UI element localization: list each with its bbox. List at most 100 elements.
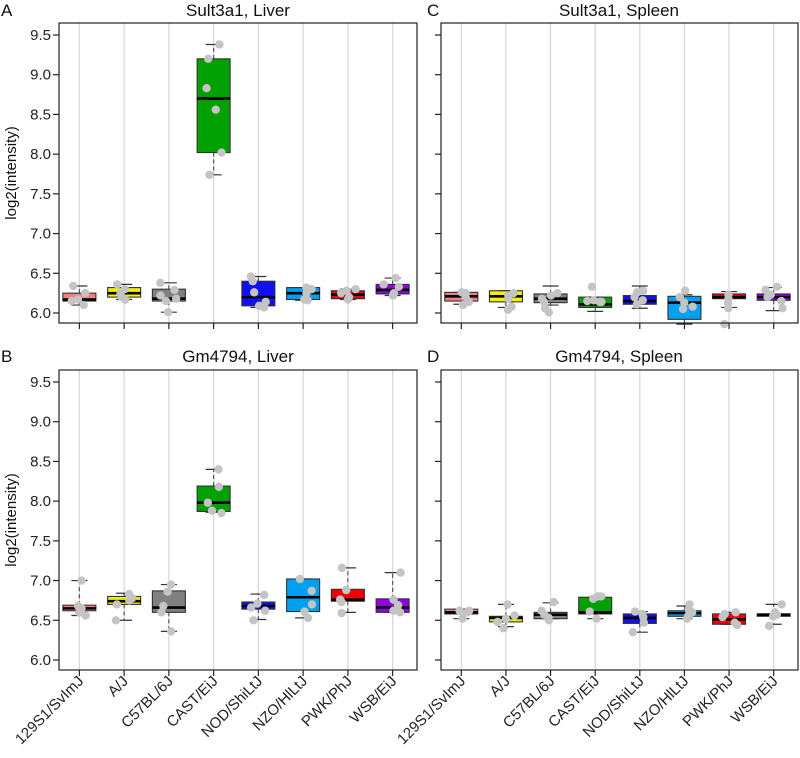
data-point (253, 599, 262, 608)
x-tick-label: 129S1/SvImJ (12, 673, 87, 748)
y-tick-label: 6.0 (30, 652, 51, 669)
y-tick-label: 7.5 (30, 186, 51, 203)
box-c57bl-6j (533, 597, 568, 625)
y-tick-label: 9.0 (30, 414, 51, 431)
panel-a: A Sult3a1, Liver log2(intensity) 6.0 6.5 7… (1, 1, 418, 329)
data-point (764, 621, 774, 631)
data-point (254, 301, 264, 311)
data-point (207, 506, 217, 515)
data-point (120, 284, 130, 294)
data-point (249, 616, 258, 625)
y-tick-label: 9.5 (30, 27, 51, 44)
data-point (211, 105, 220, 114)
data-point (685, 600, 694, 609)
data-point (112, 600, 122, 609)
data-point (246, 603, 256, 612)
box-a-j (107, 280, 142, 304)
plot-area (435, 22, 799, 329)
data-point (217, 148, 226, 157)
data-point (393, 600, 403, 610)
data-point (761, 285, 770, 295)
data-point (688, 302, 697, 311)
box-c57bl-6j (533, 285, 568, 317)
data-point (205, 170, 214, 179)
data-point (214, 465, 223, 474)
data-point (589, 296, 598, 305)
data-point (389, 595, 398, 604)
x-tick-label: 129S1/SvImJ (394, 673, 469, 748)
y-tick-label: 8.0 (30, 146, 51, 163)
data-point (163, 308, 173, 317)
data-point (731, 608, 740, 617)
panel-title: Gm4794, Spleen (555, 347, 683, 366)
box-129s1-svimj (62, 281, 97, 310)
data-point (342, 585, 351, 595)
data-point (549, 597, 558, 607)
panel-title: Sult3a1, Liver (186, 1, 290, 20)
data-point (342, 286, 351, 295)
y-tick-label: 6.5 (30, 612, 51, 629)
box-nod-shiltj (241, 590, 276, 625)
box-nod-shiltj (622, 607, 657, 637)
data-point (73, 295, 83, 304)
data-point (203, 498, 212, 507)
data-point (307, 600, 317, 609)
panel-b: B Gm4794, Liver log2(intensity) 6.0 6.5 7.… (1, 347, 418, 748)
box-pwk-phj (712, 290, 747, 329)
data-point (261, 297, 270, 307)
data-point (166, 580, 176, 589)
data-point (344, 292, 354, 302)
box-wsb-eij (756, 282, 791, 313)
data-point (587, 282, 597, 291)
data-point (249, 288, 259, 297)
data-point (394, 282, 404, 291)
data-point (724, 290, 733, 299)
box-pwk-phj (330, 284, 365, 304)
data-point (553, 288, 562, 298)
box-a-j (107, 589, 142, 625)
data-point (300, 295, 309, 304)
data-point (73, 601, 83, 611)
x-tick-label: WSB/EiJ (347, 673, 401, 727)
data-point (214, 482, 224, 492)
data-point (379, 280, 388, 289)
data-point (593, 592, 602, 601)
data-point (246, 272, 256, 281)
box-129s1-svimj (62, 576, 97, 620)
data-point (537, 606, 546, 615)
data-point (124, 589, 134, 599)
data-point (161, 296, 171, 306)
panel-letter: A (1, 1, 13, 20)
y-axis-label: log2(intensity) (3, 473, 20, 566)
data-point (583, 296, 592, 306)
data-point (540, 304, 550, 313)
data-point (537, 294, 547, 303)
data-point (68, 281, 78, 291)
box-wsb-eij (756, 600, 791, 631)
data-point (307, 586, 316, 596)
box-nod-shiltj (622, 285, 657, 309)
plot-area: 6.0 6.5 7.0 7.5 8.0 8.5 9.0 9.5 (30, 22, 418, 329)
y-tick-label: 7.0 (30, 226, 51, 243)
box-wsb-eij (375, 273, 410, 300)
data-point (202, 84, 211, 93)
panel-letter: B (1, 347, 12, 366)
box-nod-shiltj (241, 272, 276, 312)
data-point (156, 278, 165, 288)
data-point (772, 282, 782, 291)
box-cast-eij (578, 282, 613, 313)
data-point (337, 563, 347, 573)
y-tick-label: 6.5 (30, 265, 51, 282)
box-cast-eij (578, 592, 613, 623)
data-point (777, 600, 786, 609)
data-point (351, 284, 360, 294)
box-pwk-phj (712, 608, 747, 630)
data-point (777, 296, 786, 306)
y-tick-label: 8.5 (30, 453, 51, 470)
panel-title: Sult3a1, Spleen (559, 1, 679, 20)
data-point (166, 627, 176, 636)
data-point (217, 508, 226, 518)
data-point (720, 609, 729, 619)
